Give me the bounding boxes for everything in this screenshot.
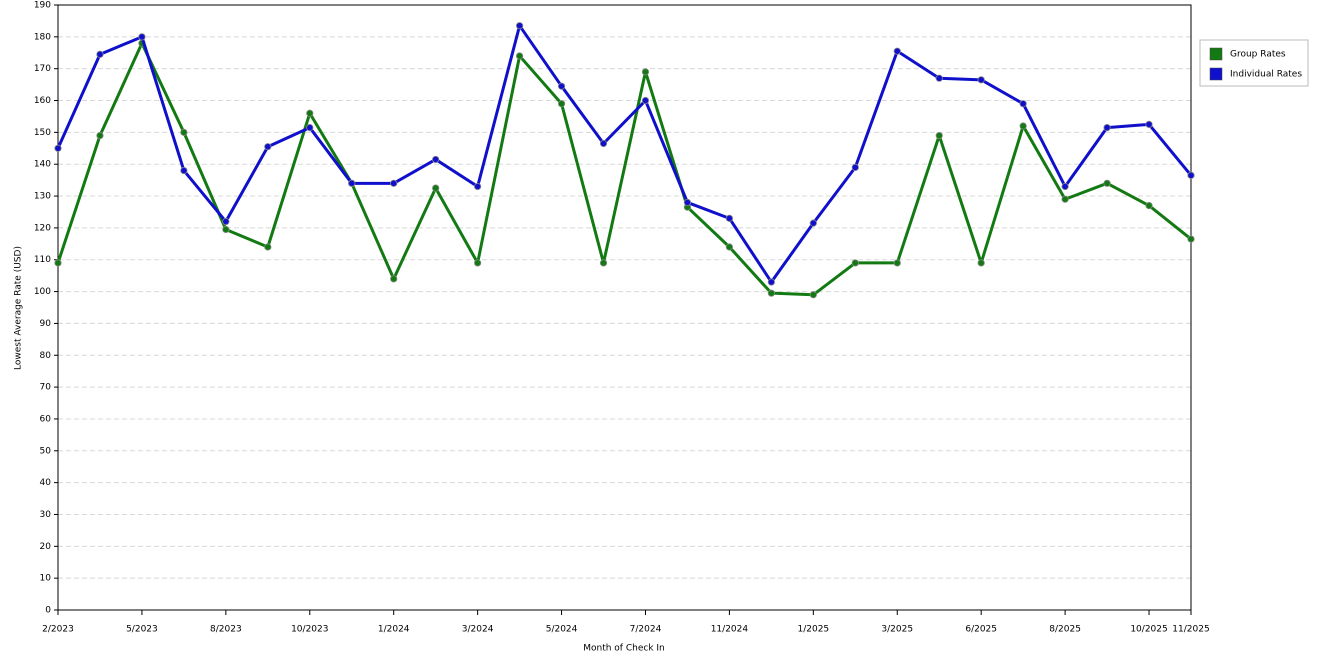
data-point [1061, 195, 1069, 203]
y-tick-label: 60 [40, 414, 52, 424]
y-tick-label: 80 [40, 351, 52, 361]
x-tick-label: 5/2023 [126, 625, 158, 635]
y-tick-label: 130 [34, 192, 51, 202]
data-point [1061, 182, 1069, 191]
data-point [1103, 179, 1111, 187]
data-point [222, 225, 230, 234]
x-tick-label: 1/2024 [378, 625, 410, 635]
data-point [390, 179, 398, 187]
data-point [599, 259, 608, 267]
data-point [557, 100, 566, 108]
legend-swatch [1209, 67, 1223, 81]
x-tick-label: 10/2023 [291, 625, 328, 635]
data-point [893, 259, 901, 267]
y-tick-label: 50 [40, 446, 52, 456]
x-tick-label: 1/2025 [797, 625, 829, 635]
data-point [180, 166, 188, 175]
data-point [1187, 235, 1195, 243]
data-point [54, 259, 62, 267]
y-tick-label: 150 [34, 128, 51, 138]
x-tick-label: 7/2024 [630, 625, 662, 635]
data-point [599, 139, 608, 148]
x-tick-label: 10/2025 [1130, 625, 1167, 635]
x-tick-label: 8/2023 [210, 625, 242, 635]
data-point [222, 217, 230, 226]
x-tick-label: 3/2024 [462, 625, 494, 635]
data-point [935, 74, 943, 82]
data-point [348, 179, 356, 187]
data-point [54, 144, 62, 152]
data-point [264, 243, 272, 251]
data-point [767, 289, 775, 297]
data-point [767, 278, 775, 286]
y-tick-label: 40 [40, 478, 52, 488]
data-point [851, 259, 859, 267]
series-line [56, 41, 1192, 297]
data-point [683, 198, 692, 207]
x-axis-label: Month of Check In [583, 644, 665, 654]
data-point [1145, 202, 1153, 210]
y-tick-label: 140 [34, 160, 51, 170]
data-point [893, 47, 901, 55]
data-point [180, 128, 188, 136]
data-point [515, 22, 524, 30]
data-point [641, 68, 650, 76]
data-point [977, 76, 985, 84]
data-point [725, 214, 734, 222]
y-tick-label: 30 [40, 510, 52, 520]
y-tick-label: 110 [34, 255, 51, 265]
x-tick-label: 3/2025 [881, 625, 913, 635]
data-point [1103, 123, 1111, 132]
y-axis-label: Lowest Average Rate (USD) [14, 246, 24, 370]
data-point [851, 163, 859, 171]
data-point [390, 275, 398, 283]
data-point [96, 131, 104, 140]
data-point [1019, 100, 1027, 108]
y-tick-label: 190 [34, 1, 51, 11]
x-tick-label: 11/2024 [711, 625, 749, 635]
y-tick-label: 100 [34, 287, 51, 297]
data-point [474, 182, 482, 191]
plot-frame [57, 4, 1192, 611]
data-point [306, 123, 314, 132]
x-tick-label: 2/2023 [42, 625, 74, 635]
data-point [306, 109, 314, 117]
data-point [809, 219, 817, 227]
data-point [1145, 120, 1153, 129]
y-tick-label: 70 [40, 383, 52, 393]
data-point [1019, 122, 1027, 130]
y-tick-label: 20 [40, 542, 52, 552]
y-tick-label: 90 [40, 319, 52, 329]
y-tick-label: 180 [34, 32, 51, 42]
legend-label: Group Rates [1230, 50, 1286, 60]
y-tick-label: 120 [34, 223, 51, 233]
data-point [725, 243, 734, 251]
data-point [557, 82, 566, 90]
legend-label: Individual Rates [1230, 70, 1302, 80]
data-point [1187, 171, 1195, 179]
data-point [809, 291, 817, 299]
data-point [977, 259, 985, 267]
y-tick-label: 160 [34, 96, 51, 106]
data-point [96, 50, 104, 58]
y-tick-label: 10 [40, 574, 52, 584]
data-point [474, 259, 482, 267]
x-tick-label: 11/2025 [1172, 625, 1209, 635]
data-point [515, 52, 524, 60]
data-point [432, 155, 440, 164]
data-point [432, 184, 440, 192]
x-tick-label: 8/2025 [1049, 625, 1081, 635]
legend-swatch [1209, 47, 1223, 61]
data-point [641, 96, 650, 105]
data-point [264, 143, 272, 151]
y-tick-label: 0 [45, 606, 51, 616]
x-tick-label: 6/2025 [965, 625, 997, 635]
x-tick-label: 5/2024 [546, 625, 578, 635]
data-point [138, 33, 146, 41]
series-line [56, 24, 1193, 284]
y-tick-label: 170 [34, 64, 51, 74]
data-point [935, 131, 943, 140]
